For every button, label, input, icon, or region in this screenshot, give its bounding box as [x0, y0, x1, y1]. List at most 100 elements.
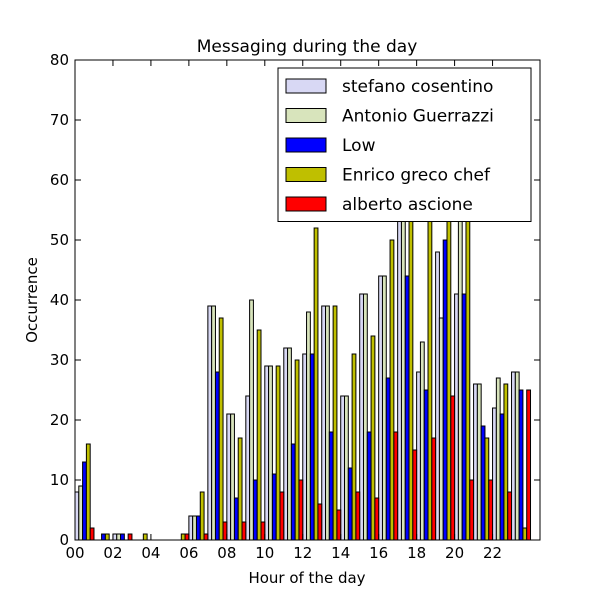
bar-stefano-cosentino-6: [188, 515, 194, 541]
bar-antonio-guerrazzi-15: [362, 293, 368, 541]
bar-low-1: [101, 533, 106, 541]
bar-enrico-greco-chef-16: [389, 239, 395, 541]
bar-enrico-greco-chef-19: [446, 191, 452, 541]
bar-low-11: [290, 443, 296, 541]
y-tick-label-30: 30: [50, 351, 69, 369]
bar-alberto-ascione-18: [431, 437, 437, 541]
x-tick-label-20: 20: [445, 544, 464, 562]
axes-group: 0 10 20 30 40 50 60 70 80 00 02 04 06 08 10 12 14 16 18 20 2…: [50, 51, 541, 562]
x-tick-label-18: 18: [407, 544, 426, 562]
y-axis-label: Occurrence: [23, 257, 41, 343]
bar-stefano-cosentino-11: [283, 347, 289, 541]
bar-alberto-ascione-20: [469, 479, 475, 541]
bar-antonio-guerrazzi-8: [230, 413, 235, 541]
x-tick-label-00: 00: [65, 544, 84, 562]
legend-label-alberto-ascione: alberto ascione: [342, 195, 473, 215]
chart-title: Messaging during the day: [197, 37, 418, 57]
x-tick-label-04: 04: [141, 544, 160, 562]
bar-alberto-ascione-21: [488, 479, 494, 541]
y-tick-label-20: 20: [50, 411, 69, 429]
bar-stefano-cosentino-7: [207, 305, 213, 541]
bar-low-8: [233, 497, 239, 541]
bar-enrico-greco-chef-3: [142, 533, 148, 541]
bar-stefano-cosentino-10: [264, 365, 270, 541]
bar-antonio-guerrazzi-16: [381, 275, 387, 541]
bar-low-2: [120, 533, 125, 541]
bar-antonio-guerrazzi-13: [325, 305, 330, 541]
bar-low-18: [423, 389, 429, 541]
bar-antonio-guerrazzi-17: [400, 191, 406, 541]
bar-antonio-guerrazzi-20: [457, 203, 463, 541]
bar-stefano-cosentino-23: [511, 371, 516, 541]
bar-low-9: [252, 479, 258, 541]
bar-low-14: [347, 467, 353, 541]
bar-antonio-guerrazzi-18: [419, 341, 425, 541]
bar-low-17: [404, 275, 410, 541]
x-tick-label-06: 06: [179, 544, 198, 562]
bar-antonio-guerrazzi-21: [476, 383, 482, 541]
bar-stefano-cosentino-21: [473, 383, 478, 541]
legend-swatch-enrico-greco-chef: [285, 167, 327, 182]
bar-stefano-cosentino-8: [226, 413, 232, 541]
bar-low-19: [442, 239, 448, 541]
bar-alberto-ascione-19: [450, 395, 456, 541]
bar-alberto-ascione-5: [184, 533, 190, 541]
bar-enrico-greco-chef-13: [332, 305, 338, 541]
y-tick-label-70: 70: [50, 111, 69, 129]
bar-stefano-cosentino-12: [302, 353, 308, 541]
bar-alberto-ascione-23: [526, 389, 532, 541]
bar-antonio-guerrazzi-9: [249, 299, 254, 541]
bar-low-7: [214, 371, 220, 541]
bar-low-12: [309, 353, 315, 541]
bar-antonio-guerrazzi-7: [211, 305, 216, 541]
bar-alberto-ascione-15: [374, 497, 380, 541]
bar-enrico-greco-chef-6: [199, 491, 205, 541]
legend-label-enrico-greco-chef: Enrico greco chef: [342, 166, 491, 186]
bar-stefano-cosentino-14: [340, 395, 346, 541]
bar-enrico-greco-chef-20: [465, 191, 471, 541]
bar-low-20: [461, 293, 467, 541]
bar-antonio-guerrazzi-11: [287, 347, 292, 541]
legend: stefano cosentino Antonio Guerrazzi Low Enr…: [277, 67, 532, 222]
x-tick-label-08: 08: [217, 544, 236, 562]
bar-low-6: [195, 515, 201, 541]
bar-low-13: [328, 431, 334, 541]
x-tick-label-14: 14: [331, 544, 350, 562]
bar-stefano-cosentino-13: [321, 305, 327, 541]
bar-antonio-guerrazzi-12: [306, 311, 311, 541]
y-tick-label-10: 10: [50, 471, 69, 489]
bar-low-16: [385, 377, 391, 541]
bar-antonio-guerrazzi-0: [78, 485, 84, 541]
bar-alberto-ascione-12: [317, 503, 323, 541]
bar-enrico-greco-chef-9: [256, 329, 262, 541]
bar-alberto-ascione-6: [203, 533, 209, 541]
bar-antonio-guerrazzi-22: [495, 377, 501, 541]
bar-enrico-greco-chef-11: [294, 359, 300, 541]
bar-alberto-ascione-22: [507, 491, 513, 541]
bar-stefano-cosentino-9: [245, 395, 251, 541]
bar-antonio-guerrazzi-10: [268, 365, 273, 541]
bar-low-22: [499, 413, 505, 541]
bar-stefano-cosentino-16: [378, 275, 383, 541]
bar-low-23: [518, 389, 524, 541]
bar-enrico-greco-chef-1: [104, 533, 110, 541]
bar-low-10: [271, 473, 277, 541]
bar-alberto-ascione-16: [393, 431, 399, 541]
x-axis-label: Hour of the day: [248, 569, 365, 587]
bar-enrico-greco-chef-8: [237, 437, 243, 541]
bar-enrico-greco-chef-14: [351, 353, 357, 541]
bar-enrico-greco-chef-21: [484, 437, 490, 541]
bar-alberto-ascione-14: [355, 491, 361, 541]
bar-alberto-ascione-8: [241, 521, 247, 541]
bar-alberto-ascione-13: [336, 509, 342, 541]
bar-enrico-greco-chef-10: [275, 365, 281, 541]
x-tick-label-22: 22: [483, 544, 502, 562]
y-tick-label-60: 60: [50, 171, 69, 189]
bar-low-21: [480, 425, 486, 541]
bar-enrico-greco-chef-7: [218, 317, 224, 541]
bar-alberto-ascione-0: [89, 527, 95, 541]
legend-swatch-low: [285, 137, 327, 153]
x-tick-label-10: 10: [255, 544, 274, 562]
bar-antonio-guerrazzi-19: [438, 317, 444, 541]
